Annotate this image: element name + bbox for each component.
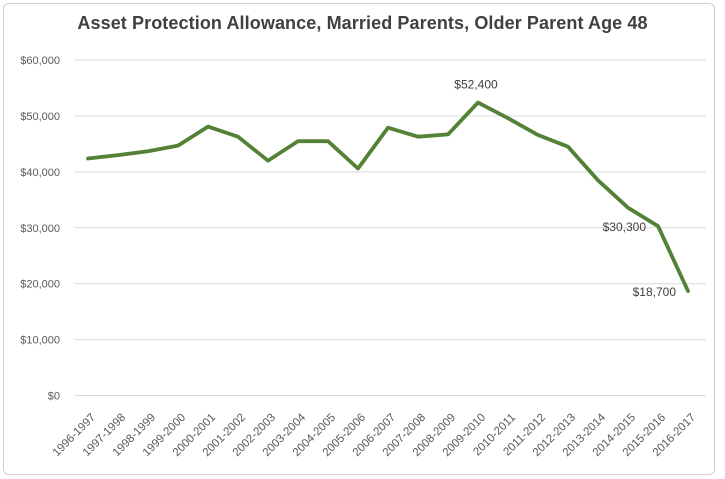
y-axis-tick-label: $0 — [48, 391, 60, 403]
y-axis-tick-label: $10,000 — [20, 335, 60, 347]
chart-title: Asset Protection Allowance, Married Pare… — [77, 13, 648, 33]
data-label: $52,400 — [454, 78, 498, 92]
y-axis-tick-label: $40,000 — [20, 167, 60, 179]
y-axis-tick-label: $20,000 — [20, 279, 60, 291]
y-axis-tick-label: $50,000 — [20, 111, 60, 123]
y-axis-tick-label: $30,000 — [20, 223, 60, 235]
y-axis-tick-label: $60,000 — [20, 55, 60, 67]
data-label: $30,300 — [603, 220, 647, 234]
series-line — [86, 100, 690, 293]
data-label: $18,700 — [633, 285, 677, 299]
